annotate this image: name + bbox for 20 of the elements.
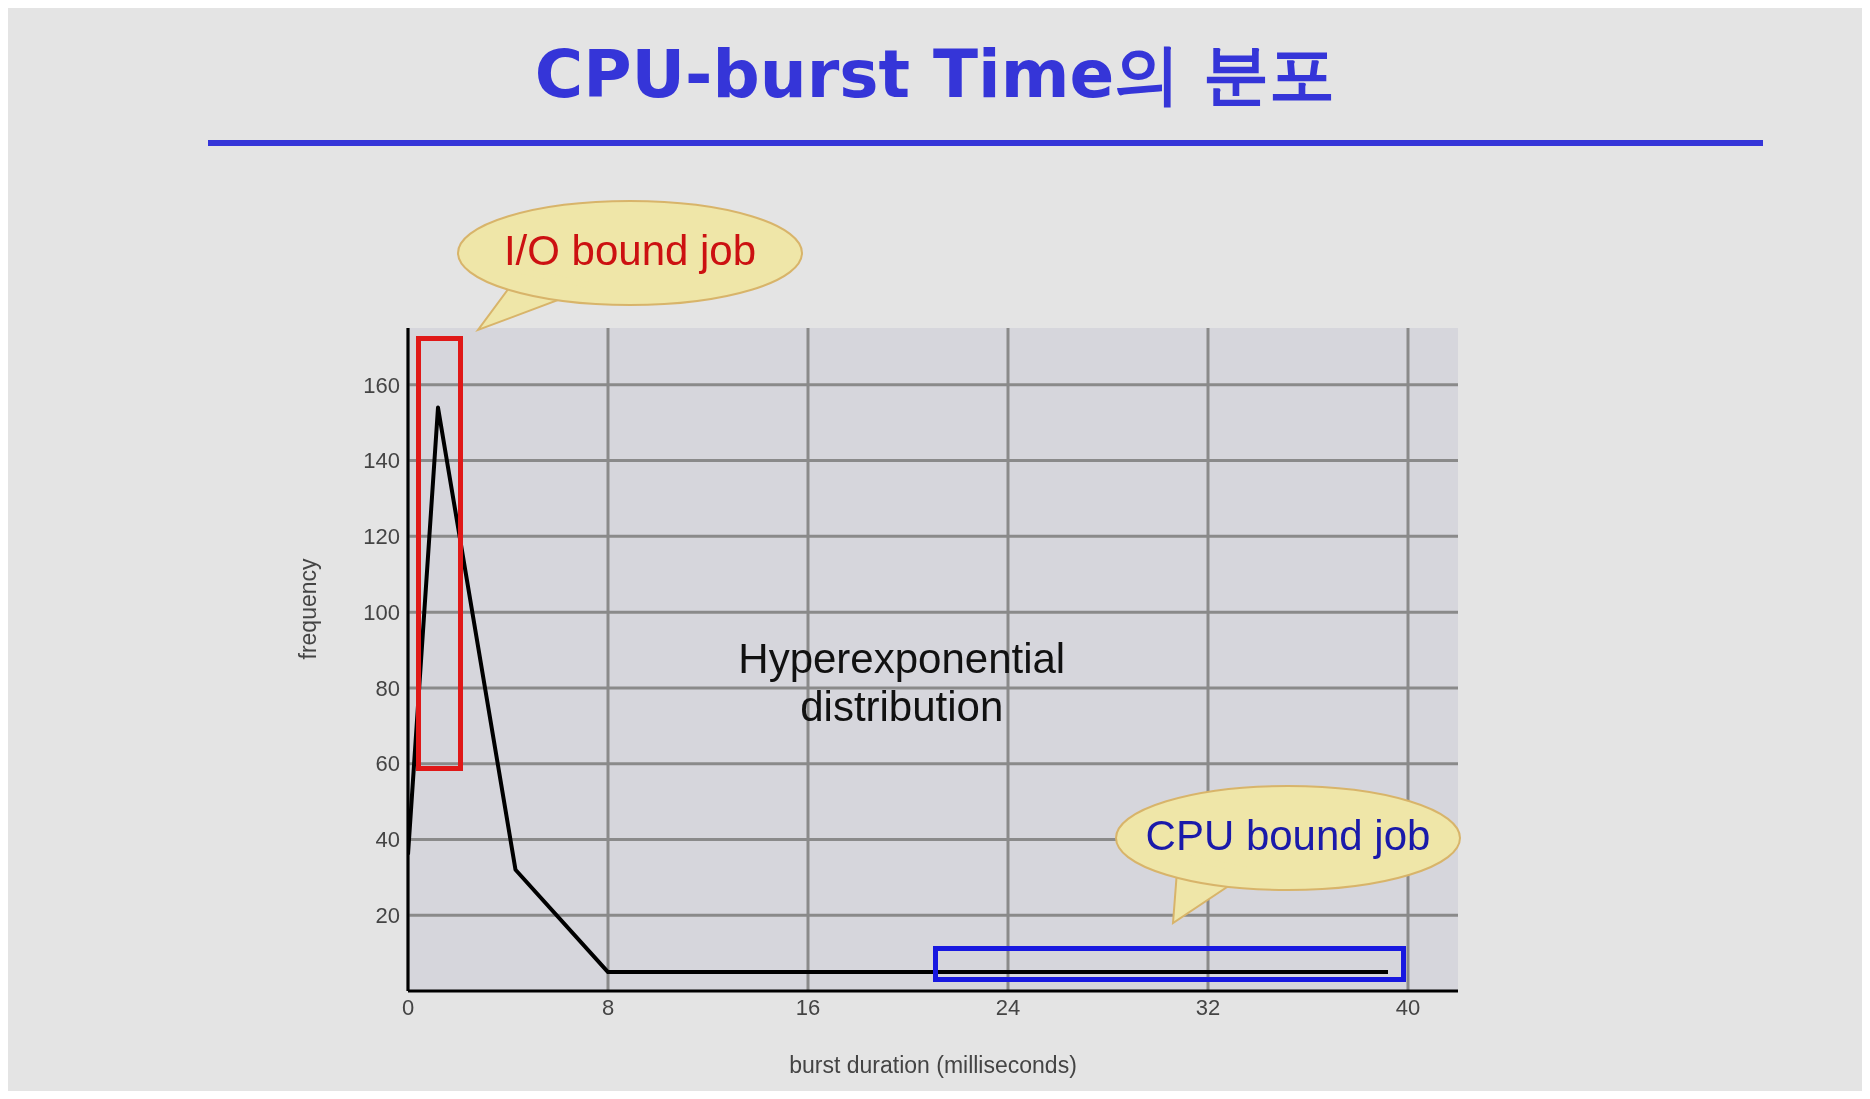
x-tick-label: 24 [995,994,1021,1020]
y-tick-label: 40 [375,827,400,853]
y-tick-label: 140 [363,448,400,474]
x-tick-label: 0 [401,994,415,1020]
x-tick-label: 32 [1195,994,1221,1020]
y-axis-title: frequency [295,557,322,660]
y-tick-label: 20 [375,903,400,929]
x-tick-label: 8 [601,994,615,1020]
y-tick-label: 80 [375,675,400,701]
y-tick-label: 60 [375,751,400,777]
annotation: Hyperexponential distribution [737,634,1067,731]
y-tick-label: 160 [363,372,400,398]
x-axis-title: burst duration (milliseconds) [789,1052,1077,1078]
x-tick-label: 40 [1395,994,1421,1020]
annotation: CPU bound job [1144,812,1432,860]
text: I/O bound job [502,227,758,275]
chart-title: CPU-burst Time의 분포 [533,35,1337,115]
x-tick-label: 16 [795,994,821,1020]
y-tick-label: 120 [363,524,400,550]
y-tick-label: 100 [363,599,400,625]
